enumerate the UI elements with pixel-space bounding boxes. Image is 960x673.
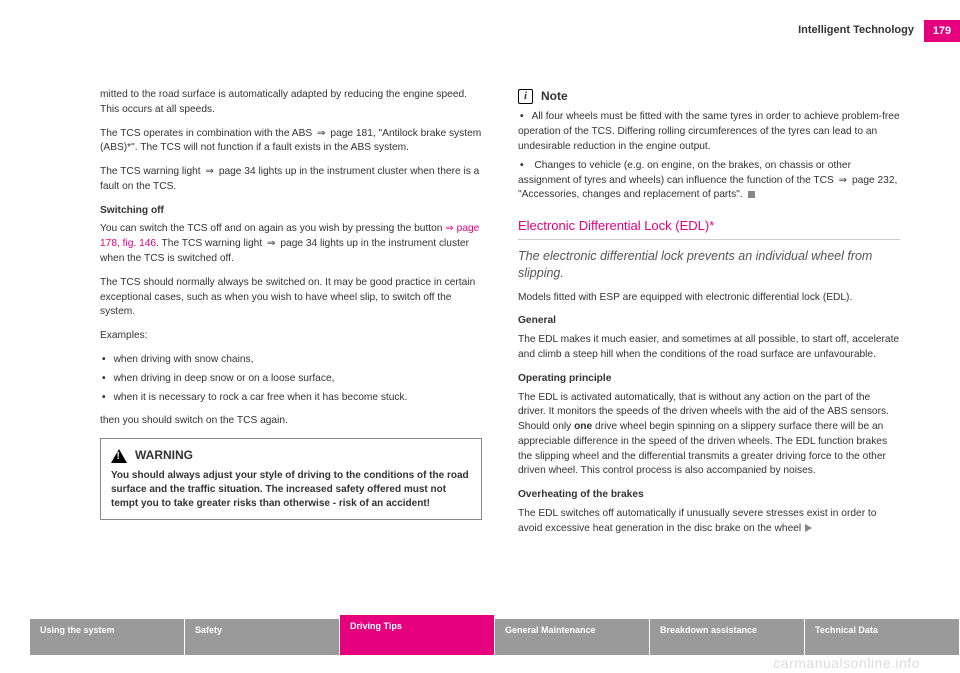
- subheading-switching-off: Switching off: [100, 204, 482, 219]
- subheading-overheating: Overheating of the brakes: [518, 488, 900, 503]
- warning-triangle-icon: [111, 449, 127, 463]
- bold-word: one: [574, 421, 592, 432]
- warning-label: WARNING: [135, 447, 193, 464]
- subheading-operating-principle: Operating principle: [518, 372, 900, 387]
- nav-tab-using-system[interactable]: Using the system: [30, 619, 185, 655]
- nav-tab-safety[interactable]: Safety: [185, 619, 340, 655]
- watermark-text: carmanualsonline.info: [773, 655, 920, 671]
- text-fragment: You can switch the TCS off and on again …: [100, 223, 445, 234]
- body-text: The EDL makes it much easier, and someti…: [518, 333, 900, 363]
- body-text: You can switch the TCS off and on again …: [100, 222, 482, 266]
- warning-header: WARNING: [111, 447, 471, 464]
- example-list: when driving with snow chains, when driv…: [100, 353, 482, 405]
- nav-tab-general-maintenance[interactable]: General Maintenance: [495, 619, 650, 655]
- text-fragment: The TCS operates in combination with the…: [100, 128, 315, 139]
- body-text: mitted to the road surface is automatica…: [100, 88, 482, 118]
- note-label: Note: [541, 88, 568, 105]
- body-text: then you should switch on the TCS again.: [100, 414, 482, 429]
- nav-tab-driving-tips[interactable]: Driving Tips: [340, 615, 495, 655]
- continue-triangle-icon: [805, 524, 812, 532]
- body-text: The TCS operates in combination with the…: [100, 127, 482, 157]
- list-item: All four wheels must be fitted with the …: [518, 110, 900, 154]
- content-area: mitted to the road surface is automatica…: [100, 88, 900, 603]
- nav-tab-technical-data[interactable]: Technical Data: [805, 619, 960, 655]
- right-column: i Note All four wheels must be fitted wi…: [518, 88, 900, 603]
- page-number-badge: 179: [924, 20, 960, 42]
- body-text: Examples:: [100, 329, 482, 344]
- arrow-icon: [265, 238, 278, 249]
- nav-tab-breakdown-assistance[interactable]: Breakdown assistance: [650, 619, 805, 655]
- note-header: i Note: [518, 88, 900, 105]
- arrow-icon: [837, 175, 850, 186]
- note-list: All four wheels must be fitted with the …: [518, 110, 900, 203]
- text-fragment: The EDL switches off automatically if un…: [518, 508, 876, 534]
- list-item: when driving with snow chains,: [100, 353, 482, 368]
- header-section-title: Intelligent Technology: [798, 24, 914, 36]
- arrow-icon: [315, 128, 328, 139]
- text-fragment: The TCS warning light: [100, 166, 203, 177]
- end-square-icon: [748, 191, 755, 198]
- body-text: The EDL switches off automatically if un…: [518, 507, 900, 537]
- left-column: mitted to the road surface is automatica…: [100, 88, 482, 603]
- page-container: 179 Intelligent Technology mitted to the…: [0, 0, 960, 673]
- body-text: The TCS warning light page 34 lights up …: [100, 165, 482, 195]
- list-item: when driving in deep snow or on a loose …: [100, 372, 482, 387]
- warning-box: WARNING You should always adjust your st…: [100, 438, 482, 520]
- section-subtitle: The electronic differential lock prevent…: [518, 248, 900, 282]
- body-text: Models fitted with ESP are equipped with…: [518, 291, 900, 306]
- warning-text: You should always adjust your style of d…: [111, 469, 471, 511]
- arrow-icon: [203, 166, 216, 177]
- bottom-nav: Using the system Safety Driving Tips Gen…: [30, 619, 960, 655]
- text-fragment: Changes to vehicle (e.g. on engine, on t…: [518, 160, 851, 186]
- subheading-general: General: [518, 314, 900, 329]
- section-heading-edl: Electronic Differential Lock (EDL)*: [518, 217, 900, 240]
- body-text: The TCS should normally always be switch…: [100, 276, 482, 320]
- text-fragment: . The TCS warning light: [156, 238, 265, 249]
- list-item: Changes to vehicle (e.g. on engine, on t…: [518, 159, 900, 203]
- body-text: The EDL is activated automatically, that…: [518, 391, 900, 480]
- info-icon: i: [518, 89, 533, 104]
- list-item: when it is necessary to rock a car free …: [100, 391, 482, 406]
